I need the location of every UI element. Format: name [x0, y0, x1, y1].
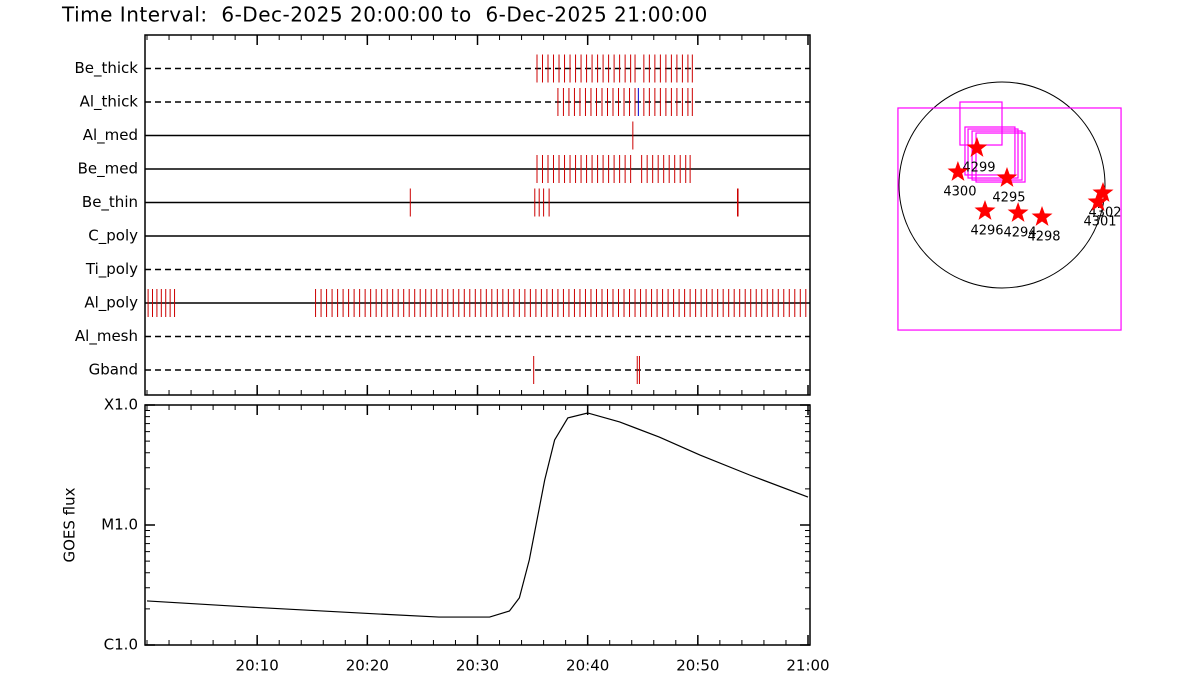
region-label: 4299	[962, 161, 995, 176]
row-label: Be_med	[78, 160, 138, 179]
fov-box	[975, 132, 1026, 183]
goes-line	[146, 412, 809, 618]
row-label: Be_thin	[82, 193, 138, 212]
active-region	[947, 161, 969, 181]
x-tick-label: 20:40	[566, 657, 609, 675]
x-tick-label: 20:50	[676, 657, 719, 675]
x-tick-label: 20:30	[456, 657, 499, 675]
y-tick-label: X1.0	[104, 396, 138, 414]
x-tick-label: 20:20	[346, 657, 389, 675]
x-tick-label: 21:00	[786, 657, 829, 675]
region-label: 4300	[943, 185, 976, 200]
y-tick-label: M1.0	[101, 516, 138, 534]
row-label: C_poly	[88, 227, 138, 246]
active-region	[1092, 182, 1114, 202]
active-region	[966, 137, 988, 157]
row-label: Al_med	[83, 126, 138, 145]
row-label: Gband	[89, 361, 138, 379]
region-label: 4294	[1004, 225, 1037, 240]
region-label: 4301	[1083, 215, 1116, 230]
y-axis-label: GOES flux	[61, 487, 79, 562]
active-region	[1007, 202, 1029, 222]
active-region	[1031, 206, 1053, 226]
fov-box	[897, 107, 1122, 331]
fov-box	[967, 128, 1019, 179]
region-label: 4296	[970, 223, 1003, 238]
solar-limb	[898, 81, 1106, 289]
active-region	[1087, 191, 1109, 211]
fov-box	[964, 126, 1016, 176]
x-tick-label: 20:10	[236, 657, 279, 675]
region-label: 4295	[992, 191, 1025, 206]
row-label: Be_thick	[74, 59, 138, 78]
row-label: Ti_poly	[85, 260, 138, 279]
row-label: Al_poly	[84, 294, 138, 313]
active-region	[996, 167, 1018, 187]
active-region	[974, 200, 996, 220]
y-tick-label: C1.0	[104, 636, 138, 654]
row-label: Al_mesh	[75, 327, 138, 346]
row-label: Al_thick	[80, 93, 139, 112]
region-label: 4302	[1088, 206, 1121, 221]
region-label: 4298	[1027, 230, 1060, 245]
chart-title: Time Interval: 6-Dec-2025 20:00:00 to 6-…	[61, 3, 708, 27]
